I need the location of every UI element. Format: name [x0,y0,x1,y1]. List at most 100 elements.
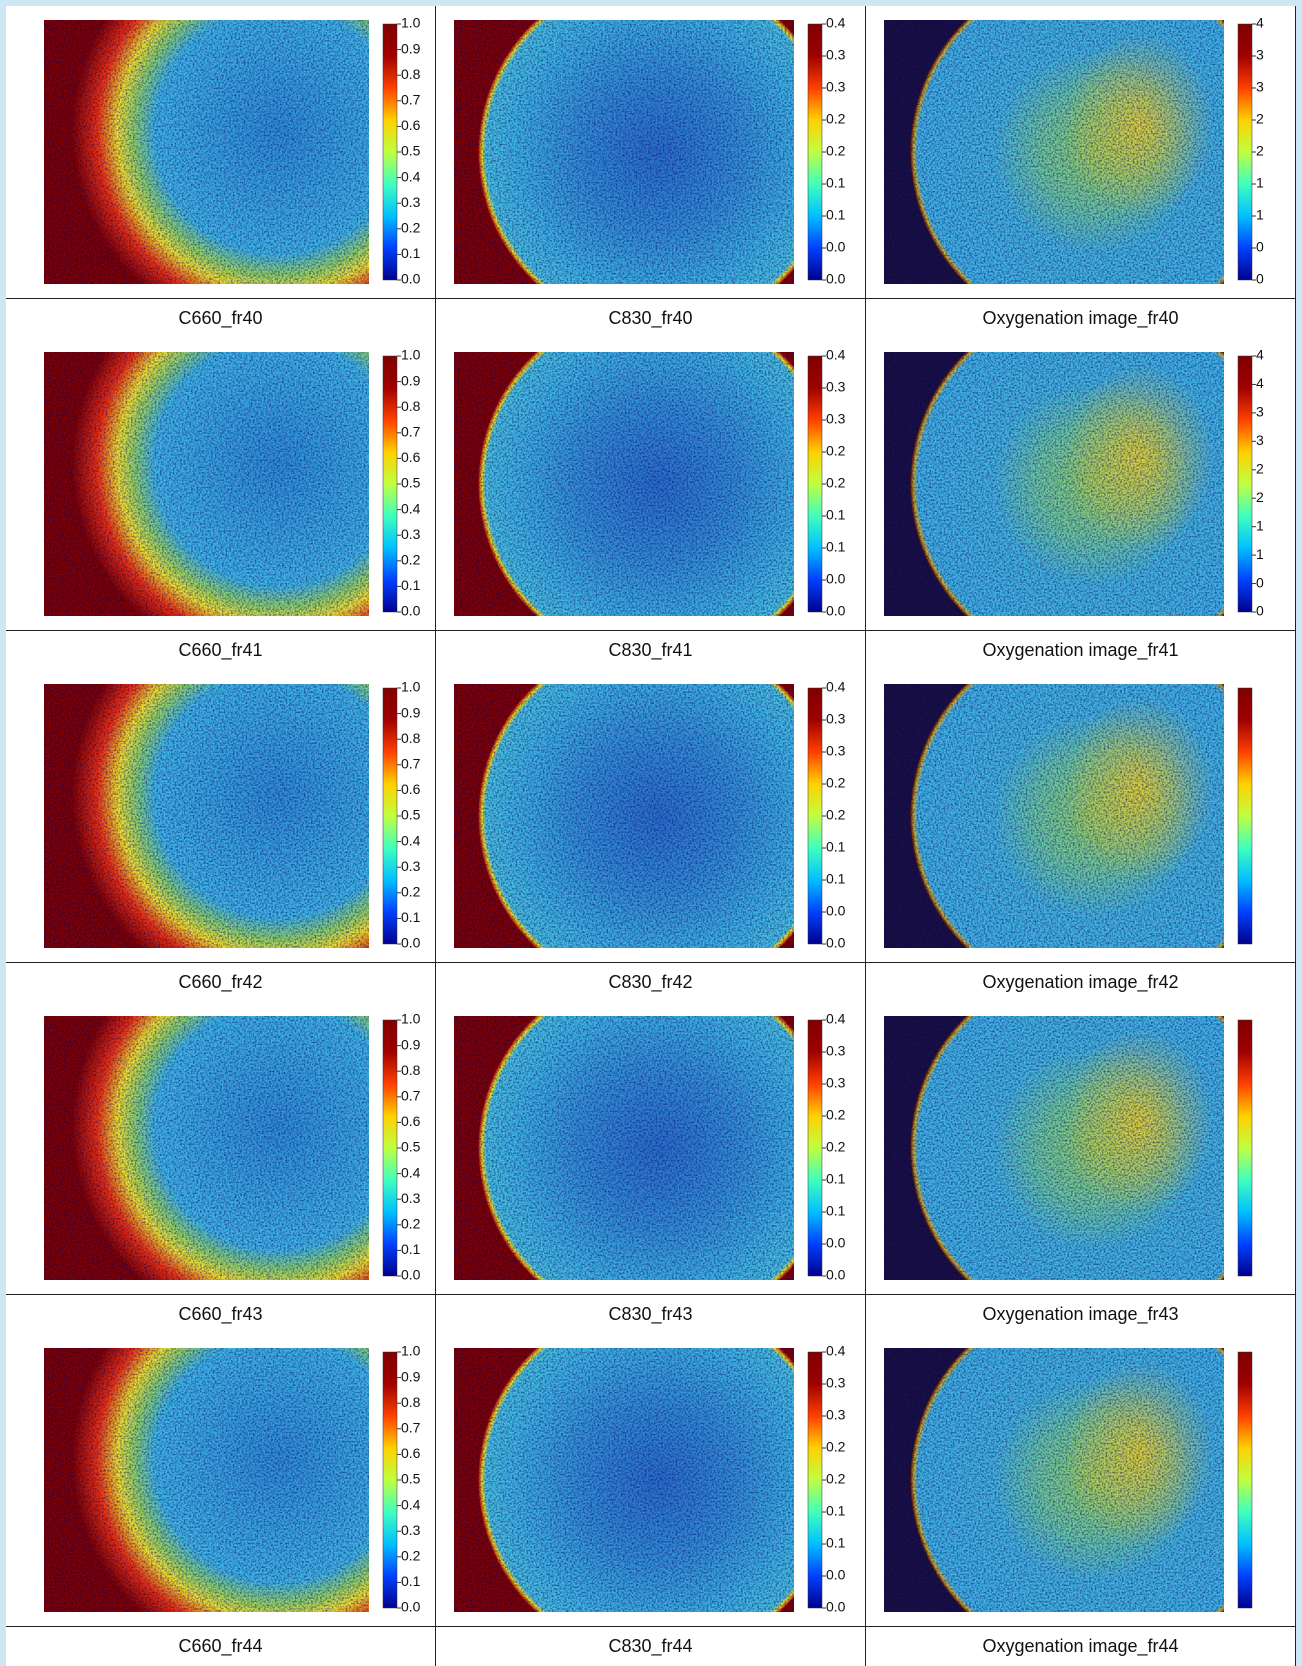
colorbar-label: 0.3 [826,1075,846,1091]
colorbar-label: 0.2 [826,1439,846,1455]
colorbar-label: 3 [1256,432,1264,448]
caption: Oxygenation image_fr42 [866,962,1296,1002]
colorbar-label: 0.2 [826,1471,846,1487]
colorbar-label: 0.3 [401,1190,421,1206]
colorbar-label: 0.1 [826,539,846,555]
colorbar-label: 0.5 [401,143,421,159]
colorbar-label: 0.1 [826,871,846,887]
colorbar-label: 0.3 [826,1407,846,1423]
colorbar-label: 0.4 [826,347,846,363]
caption: C660_fr44 [6,1626,436,1666]
colorbar-label: 0.8 [401,730,421,746]
colorbar-label: 0.1 [826,507,846,523]
panel-image [884,1016,1253,1280]
colorbar-label: 1.0 [401,679,421,695]
image [44,1348,369,1612]
panel: 0.4 0.3 0.3 0.2 0.2 0.1 0.1 0.0 0.0 [436,6,866,298]
colorbar [1237,687,1253,945]
image [454,684,794,948]
colorbar-label: 1 [1256,546,1264,562]
panel: 0.4 0.3 0.3 0.2 0.2 0.1 0.1 0.0 0.0 [436,670,866,962]
image [884,20,1224,284]
colorbar-label: 1 [1256,175,1264,191]
image-noise [884,20,1224,284]
colorbar-label: 0.0 [826,903,846,919]
colorbar-label: 0.4 [401,168,421,184]
colorbar-label: 0.3 [826,79,846,95]
colorbar-label: 0.0 [826,1267,846,1283]
colorbar-label: 0.9 [401,1036,421,1052]
colorbar-label: 0.0 [826,271,846,287]
colorbar-label: 0.2 [826,1139,846,1155]
image [44,1016,369,1280]
panel-image: 1.0 0.9 0.8 0.7 0.6 0.5 0.4 0.3 0.2 0.1 0.0 [44,15,421,287]
panel: 1.0 0.9 0.8 0.7 0.6 0.5 0.4 0.3 0.2 0.1 0.0 [6,6,436,298]
colorbar-label: 0.2 [826,143,846,159]
colorbar-label: 0.7 [401,1088,421,1104]
colorbar-label: 0.2 [401,552,421,568]
colorbar-label: 0.1 [826,1171,846,1187]
image [44,20,369,284]
panel [866,670,1296,962]
colorbar-label: 0.2 [826,807,846,823]
panel-image: 1.0 0.9 0.8 0.7 0.6 0.5 0.4 0.3 0.2 0.1 0.0 [44,1011,421,1283]
image [884,352,1224,616]
image-noise [454,684,794,948]
colorbar-label: 3 [1256,404,1264,420]
colorbar [382,23,398,281]
image-noise [44,1348,369,1612]
panel: 1.0 0.9 0.8 0.7 0.6 0.5 0.4 0.3 0.2 0.1 0.0 [6,1334,436,1626]
colorbar-label: 0.2 [826,775,846,791]
colorbar-label: 0.9 [401,40,421,56]
caption: C830_fr42 [436,962,866,1002]
caption: C830_fr43 [436,1294,866,1334]
colorbar [807,687,823,945]
panel-image [884,1348,1253,1612]
image [454,1348,794,1612]
colorbar-label: 4 [1256,15,1264,31]
colorbar-label: 0.1 [826,1535,846,1551]
colorbar-label: 0 [1256,271,1264,287]
panel-image: 0.4 0.3 0.3 0.2 0.2 0.1 0.1 0.0 0.0 [454,679,846,951]
colorbar-label: 0.4 [826,679,846,695]
colorbar [382,355,398,613]
colorbar-label: 0.7 [401,92,421,108]
colorbar-label: 0.3 [401,194,421,210]
colorbar-label: 0.0 [401,1267,421,1283]
colorbar-label: 0.3 [826,379,846,395]
colorbar-label: 2 [1256,460,1264,476]
panel: 0.4 0.3 0.3 0.2 0.2 0.1 0.1 0.0 0.0 [436,1334,866,1626]
panel-image: 1.0 0.9 0.8 0.7 0.6 0.5 0.4 0.3 0.2 0.1 0.0 [44,679,421,951]
colorbar [807,355,823,613]
colorbar-label: 0.6 [401,1445,421,1461]
caption: C660_fr41 [6,630,436,670]
colorbar-label: 0.0 [826,1235,846,1251]
colorbar-label: 0.0 [826,571,846,587]
caption: C660_fr40 [6,298,436,338]
colorbar-label: 0.2 [401,884,421,900]
colorbar-label: 0.5 [401,1139,421,1155]
caption: C830_fr41 [436,630,866,670]
colorbar-label: 0.4 [826,15,846,31]
image [454,352,794,616]
image [44,352,369,616]
colorbar-label: 0.2 [401,220,421,236]
colorbar-label: 0.6 [401,781,421,797]
panel [866,1002,1296,1294]
colorbar-label: 0.2 [401,1548,421,1564]
image-noise [884,1016,1224,1280]
colorbar-label: 1.0 [401,1343,421,1359]
colorbar-label: 0.3 [826,47,846,63]
colorbar-label: 0.5 [401,807,421,823]
image [884,684,1224,948]
colorbar-label: 0.5 [401,475,421,491]
colorbar-label: 0.4 [401,832,421,848]
colorbar-label: 0.6 [401,1113,421,1129]
colorbar-label: 0.0 [826,1567,846,1583]
image-noise [44,20,369,284]
colorbar-label: 0.0 [826,935,846,951]
colorbar-label: 0.1 [826,1503,846,1519]
colorbar-label: 0.8 [401,66,421,82]
image-noise [454,20,794,284]
colorbar-label: 0.4 [826,1343,846,1359]
